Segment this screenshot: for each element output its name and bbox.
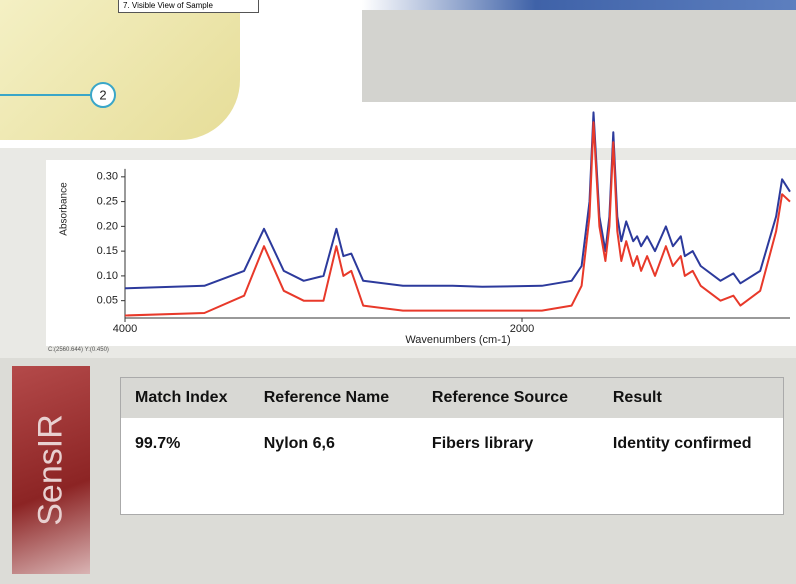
chart: Absorbance Wavenumbers (cm-1) 0.05 0.10 0.… (0, 0, 796, 356)
header-cell: Match Index (121, 378, 250, 418)
y-tick-label: 0.15 (97, 245, 118, 257)
y-tick-label: 0.05 (97, 295, 118, 307)
y-tick-label: 0.10 (97, 270, 118, 282)
brand-sidebar: SensIR (12, 366, 90, 574)
results-table: Match Index Reference Name Reference Sou… (121, 378, 783, 470)
x-tick-label: 2000 (510, 323, 534, 335)
header-cell: Reference Name (250, 378, 418, 418)
status-text: C:(2560.644) Y:(0.450) (48, 347, 109, 353)
y-axis-label: Absorbance (59, 182, 70, 236)
screen: 7. Visible View of Sample 2 Absorbance W… (0, 0, 796, 584)
brand-text: SensIR (32, 414, 71, 526)
cell: 99.7% (121, 418, 250, 470)
x-tick-label: 4000 (113, 323, 137, 335)
results-table-frame: Match Index Reference Name Reference Sou… (120, 377, 784, 515)
y-tick-label: 0.20 (97, 220, 118, 232)
cell: Fibers library (418, 418, 599, 470)
cell: Identity confirmed (599, 418, 783, 470)
spectrum-line (125, 112, 790, 288)
cell: Nylon 6,6 (250, 418, 418, 470)
y-tick-label: 0.25 (97, 195, 118, 207)
header-row: Match Index Reference Name Reference Sou… (121, 378, 783, 418)
header-cell: Result (599, 378, 783, 418)
header-cell: Reference Source (418, 378, 599, 418)
x-axis-label: Wavenumbers (cm-1) (405, 334, 510, 346)
y-tick-label: 0.30 (97, 171, 118, 183)
data-row: 99.7% Nylon 6,6 Fibers library Identity … (121, 418, 783, 470)
